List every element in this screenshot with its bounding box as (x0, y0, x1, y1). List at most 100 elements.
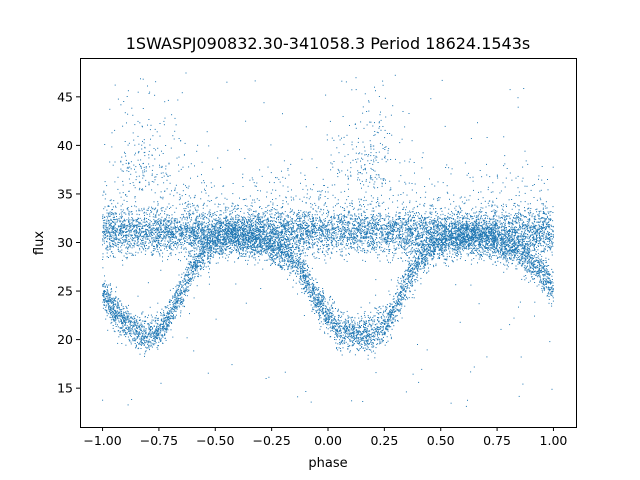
data-point (359, 321, 361, 323)
data-point (189, 269, 191, 271)
data-point (437, 234, 439, 236)
data-point (400, 282, 402, 284)
data-point (393, 312, 395, 314)
data-point (299, 256, 300, 258)
data-point (142, 336, 144, 338)
data-point (156, 326, 157, 328)
data-point (371, 328, 373, 330)
data-point (340, 328, 342, 330)
data-point (454, 241, 456, 243)
data-point (269, 245, 271, 247)
data-point (221, 251, 223, 252)
data-point (295, 272, 297, 274)
data-point (201, 252, 203, 254)
data-point (176, 301, 178, 302)
data-point (505, 255, 507, 257)
data-point (189, 253, 191, 255)
data-point (180, 301, 182, 302)
data-point (120, 327, 122, 329)
data-point (350, 336, 352, 338)
data-point (539, 262, 541, 264)
data-point (209, 276, 210, 278)
data-point (378, 321, 379, 323)
data-point (511, 257, 513, 259)
data-point (202, 259, 204, 261)
data-point (467, 213, 468, 214)
data-point (470, 244, 472, 246)
data-point (212, 244, 214, 246)
data-point (370, 349, 372, 351)
data-point (363, 325, 364, 327)
data-point (542, 265, 544, 267)
data-point (308, 280, 310, 282)
data-point (240, 227, 241, 229)
data-point (202, 241, 204, 243)
data-point (192, 258, 194, 260)
data-point (443, 262, 445, 264)
data-point (492, 251, 494, 253)
data-point (529, 252, 530, 254)
data-point (260, 243, 262, 245)
data-point (106, 284, 108, 286)
data-point (228, 225, 230, 227)
data-point (151, 326, 152, 328)
data-point (405, 286, 407, 288)
data-point (253, 244, 255, 246)
data-point (379, 339, 381, 341)
data-point (513, 253, 515, 255)
data-point (157, 323, 159, 325)
data-point (420, 268, 422, 270)
data-point (545, 287, 547, 289)
data-point (325, 323, 326, 324)
data-point (399, 304, 401, 306)
data-point (331, 319, 333, 321)
data-point (269, 256, 271, 258)
data-point (148, 314, 149, 316)
data-point (335, 320, 337, 322)
data-point (181, 299, 183, 301)
data-point (503, 222, 505, 224)
data-point (502, 233, 504, 235)
data-point (433, 237, 435, 239)
data-point (327, 322, 329, 324)
data-point (404, 283, 406, 285)
data-point (243, 223, 245, 225)
data-point (185, 290, 187, 292)
data-point (415, 267, 417, 269)
data-point (292, 265, 294, 267)
data-point (163, 322, 164, 324)
data-point (135, 330, 137, 332)
data-point (529, 262, 531, 264)
data-point (345, 336, 347, 338)
data-point (440, 245, 442, 247)
data-point (187, 283, 189, 285)
data-point (245, 232, 247, 234)
data-point (541, 272, 543, 274)
data-point (389, 314, 391, 316)
data-point (110, 300, 112, 302)
data-point (389, 320, 391, 322)
data-point (456, 242, 458, 244)
data-point (207, 244, 209, 246)
data-point (368, 338, 370, 340)
data-point (332, 302, 334, 304)
data-point (289, 254, 291, 256)
data-point (548, 278, 550, 280)
data-point (269, 239, 271, 241)
data-point (535, 254, 537, 255)
data-point (224, 244, 226, 245)
data-point (410, 280, 412, 282)
data-point (105, 293, 107, 295)
data-point (136, 331, 138, 333)
data-point (513, 259, 515, 261)
data-point (170, 307, 172, 309)
data-point (224, 244, 226, 246)
data-point (208, 258, 210, 260)
data-point (540, 270, 542, 272)
data-point (105, 309, 107, 311)
data-point (410, 284, 412, 286)
data-point (309, 270, 311, 272)
data-point (476, 219, 478, 220)
data-point (292, 260, 294, 262)
data-point (358, 343, 360, 345)
